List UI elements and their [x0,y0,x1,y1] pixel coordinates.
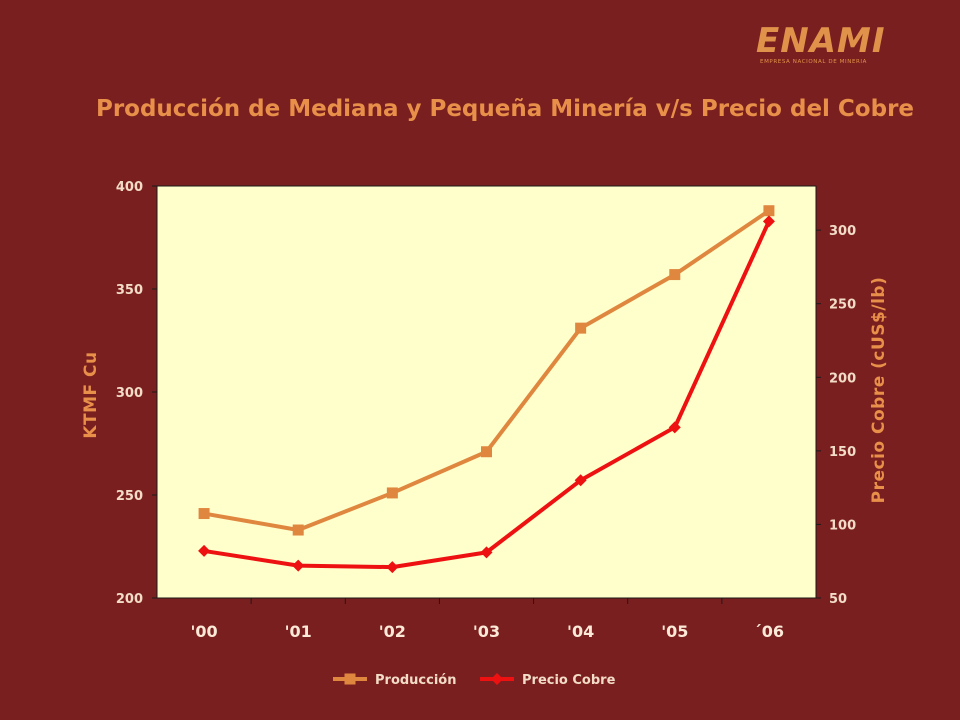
data-point-precio-cobre [386,561,399,574]
legend-marker [344,673,356,685]
data-point-produccion [763,205,775,217]
x-tick-label: '03 [473,622,500,641]
data-point-produccion [198,508,210,520]
x-tick-label: '04 [567,622,594,641]
y-right-tick-label: 150 [829,445,856,460]
legend-label: Producción [375,673,457,688]
data-point-produccion [386,487,398,499]
y-right-tick-label: 50 [829,592,847,607]
x-tick-label: ´06 [754,622,784,641]
y-left-axis-title: KTMF Cu [81,351,101,438]
chart-title: Producción de Mediana y Pequeña Minería … [95,96,915,122]
data-point-produccion [481,446,492,458]
data-point-precio-cobre [668,421,681,434]
data-point-produccion [669,269,681,281]
data-point-precio-cobre [480,546,493,559]
x-tick-label: '00 [190,622,217,641]
data-point-precio-cobre [292,559,305,572]
y-right-axis-title: Precio Cobre (cUS$/lb) [869,277,889,504]
legend-marker [491,673,503,685]
data-point-produccion [575,322,587,334]
y-left-tick-label: 400 [116,180,143,195]
data-point-precio-cobre [574,474,587,487]
y-left-tick-label: 350 [116,283,143,298]
x-tick-label: '01 [285,622,312,641]
data-point-produccion [292,524,304,536]
y-right-tick-label: 100 [829,518,856,533]
logo-subtitle: EMPRESA NACIONAL DE MINERIA [760,59,868,65]
logo-wordmark: ENAMI [756,21,886,61]
y-right-tick-label: 300 [829,224,856,239]
legend-label: Precio Cobre [522,673,616,688]
data-point-precio-cobre [762,215,775,228]
enami-logo: ENAMI EMPRESA NACIONAL DE MINERIA [756,24,936,68]
y-left-tick-label: 250 [116,489,143,504]
y-right-tick-label: 200 [829,371,856,386]
x-tick-label: '05 [661,622,688,641]
y-left-tick-label: 200 [116,592,143,607]
y-left-tick-label: 300 [116,386,143,401]
x-tick-label: '02 [379,622,406,641]
y-right-tick-label: 250 [829,298,856,313]
data-point-precio-cobre [198,544,211,557]
